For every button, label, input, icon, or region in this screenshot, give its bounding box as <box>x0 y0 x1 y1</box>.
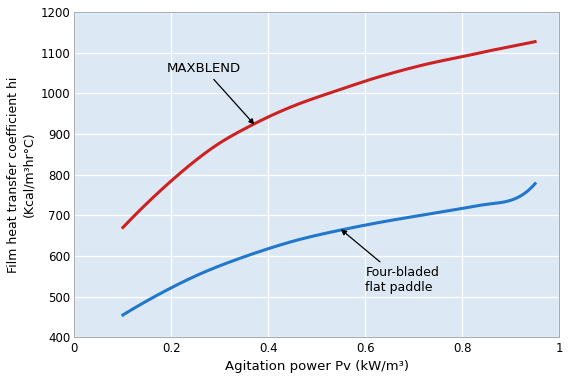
Text: Four-bladed
flat paddle: Four-bladed flat paddle <box>342 230 439 294</box>
Text: MAXBLEND: MAXBLEND <box>166 62 254 124</box>
X-axis label: Agitation power Pv (kW/m³): Agitation power Pv (kW/m³) <box>225 360 409 373</box>
Y-axis label: Film heat transfer coefficient hi
(Kcal/m³hr°C): Film heat transfer coefficient hi (Kcal/… <box>7 76 35 273</box>
